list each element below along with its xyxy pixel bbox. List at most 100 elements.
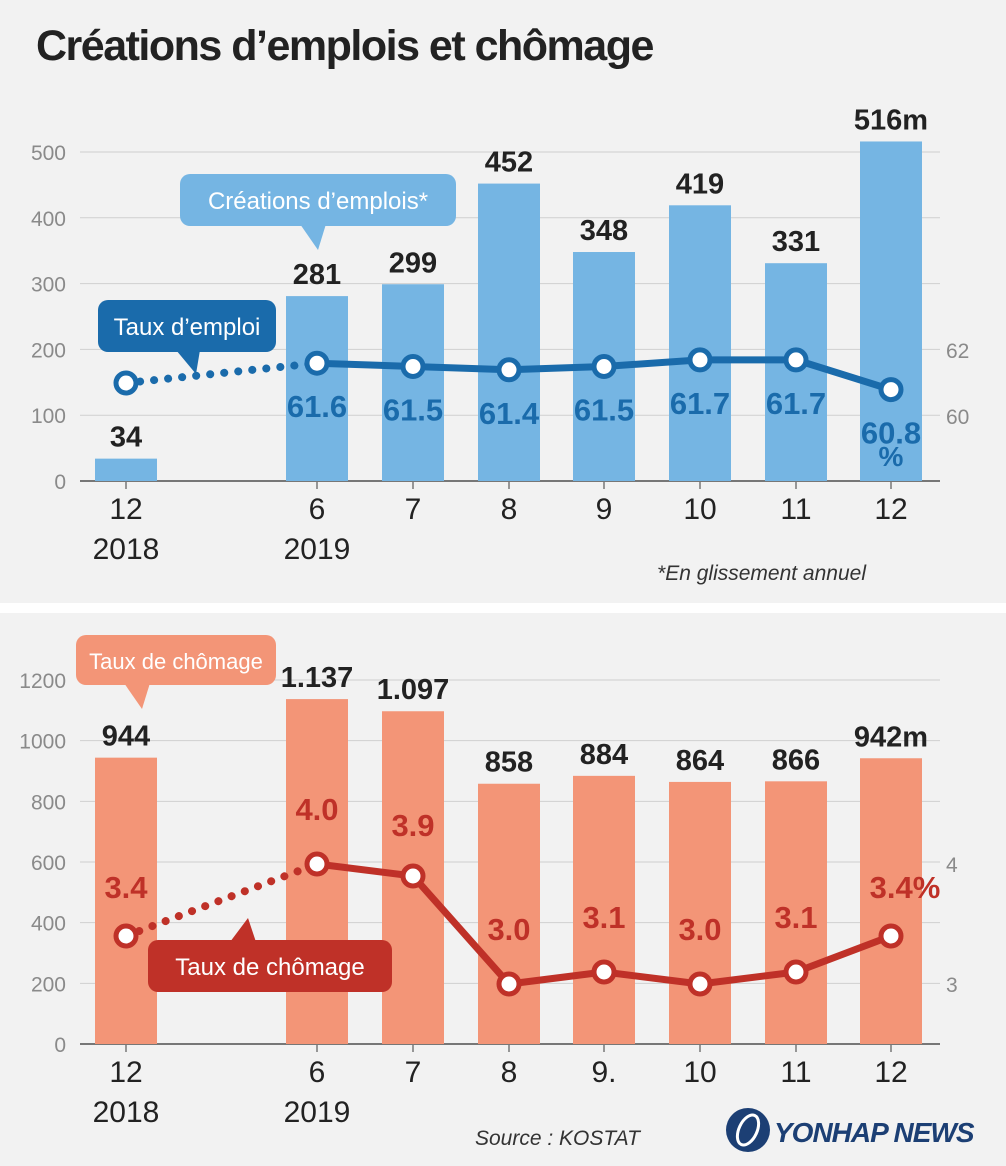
rate-point [113,370,139,396]
x-tick-label: 8 [501,493,518,526]
x-tick-label: 9. [591,1056,616,1089]
line-callout-pointer [176,350,200,374]
rate-point [496,357,522,383]
rate-value-label: 3.4 [104,870,148,905]
y2-tick-label: 62 [946,340,969,363]
bar-value-label: 452 [485,147,533,179]
series-callout-bubble [76,635,276,685]
x-tick-year: 2018 [93,1096,160,1129]
y-tick-label: 400 [31,913,66,936]
rate-point [878,923,904,949]
bar-value-label: 419 [676,168,724,200]
bar-value-label: 942m [854,721,928,753]
y-tick-label: 500 [31,142,66,165]
rate-point [591,959,617,985]
bar-value-label: 348 [580,215,628,247]
rate-value-label: 61.5 [574,393,634,428]
bar-value-label: 1.137 [281,662,354,694]
y-tick-label: 100 [31,405,66,428]
x-tick-label: 12 [109,1056,142,1089]
bar [95,458,157,481]
rate-value-label: 61.6 [287,389,347,424]
line-callout-bubble [98,300,276,352]
yonhap-logo-text: YONHAP NEWS [774,1117,975,1148]
y-tick-label: 600 [31,852,66,875]
rate-point [878,377,904,403]
y-tick-label: 400 [31,208,66,231]
bar [669,205,731,481]
line-callout-label: Taux d’emploi [114,314,261,341]
rate-value-label: 3.1 [582,900,625,935]
y-tick-label: 200 [31,973,66,996]
rate-point [400,354,426,379]
bar [478,183,540,482]
rate-point [783,959,809,985]
bar-value-label: 1.097 [377,674,450,706]
bar [765,781,827,1044]
rate-unit-label: % [879,441,904,472]
rate-value-label: 61.7 [670,386,730,421]
rate-value-label: 3.0 [487,912,530,947]
y-tick-label: 200 [31,339,66,362]
x-tick-label: 10 [683,1056,716,1089]
x-tick-label: 12 [109,493,142,526]
x-tick-label: 8 [501,1056,518,1089]
employment-panel: Créations d’emplois et chômage 0 100 200 30… [0,0,1006,603]
bar [860,141,922,482]
bar-value-label: 864 [676,745,724,777]
bar-value-label: 516m [854,104,928,136]
rate-value-label: 60.8 [861,416,921,451]
rate-point [113,923,139,949]
rate-point [304,350,330,376]
bar [669,781,731,1044]
x-tick-label: 7 [405,1056,422,1089]
footnote: *En glissement annuel [657,562,867,585]
line-callout-bubble [148,940,392,992]
bar-value-label: 884 [580,739,628,771]
rate-value-label: 3.0 [678,912,721,947]
yonhap-logo-icon [726,1108,770,1152]
series-callout-label: Taux de chômage [89,649,263,674]
rate-value-label: 61.7 [766,386,826,421]
x-tick-label: 6 [309,1056,326,1089]
rate-value-label: 3.1 [774,900,817,935]
bar-value-label: 331 [772,226,820,258]
rate-value-label: 4.0 [295,792,338,827]
rate-point [304,851,330,877]
x-tick-year: 2019 [284,533,351,566]
bar-value-label: 944 [102,721,150,753]
series-callout-bubble [180,174,456,226]
y2-tick-label: 60 [946,406,969,429]
y-tick-label: 1200 [19,670,66,693]
y-tick-label: 800 [31,791,66,814]
x-tick-label: 12 [874,1056,907,1089]
bar [860,758,922,1044]
y-tick-label: 0 [54,1034,66,1057]
x-tick-label: 6 [309,493,326,526]
rate-point [687,347,713,373]
y-tick-label: 300 [31,274,66,297]
bar-value-label: 866 [772,744,820,776]
x-tick-label: 7 [405,493,422,526]
y2-tick-label: 3 [946,974,958,997]
line-callout-pointer [230,918,256,942]
x-tick-label: 12 [874,493,907,526]
bar [573,775,635,1044]
bar-value-label: 281 [293,259,341,291]
bar-value-label: 299 [389,247,437,279]
rate-point [400,863,426,889]
rate-point [783,347,809,373]
x-tick-label: 11 [780,493,811,526]
rate-point [591,354,617,379]
x-tick-label: 11 [780,1056,811,1089]
employment-chart: 0 100 200 300 400 500 34 12 2018 281 6 2019 299 7 452 8… [31,104,969,585]
series-callout-pointer [300,224,326,250]
unemployment-chart: 0 200 400 600 800 1000 1200 944 12 2018 1.137 6 2019… [19,635,976,1152]
rate-value-label: 61.4 [479,396,540,431]
x-tick-year: 2019 [284,1096,351,1129]
series-callout-label: Créations d’emplois* [208,188,428,215]
rate-value-label: 3.4% [870,870,941,905]
page-title: Créations d’emplois et chômage [36,22,654,70]
bar-value-label: 858 [485,747,533,779]
